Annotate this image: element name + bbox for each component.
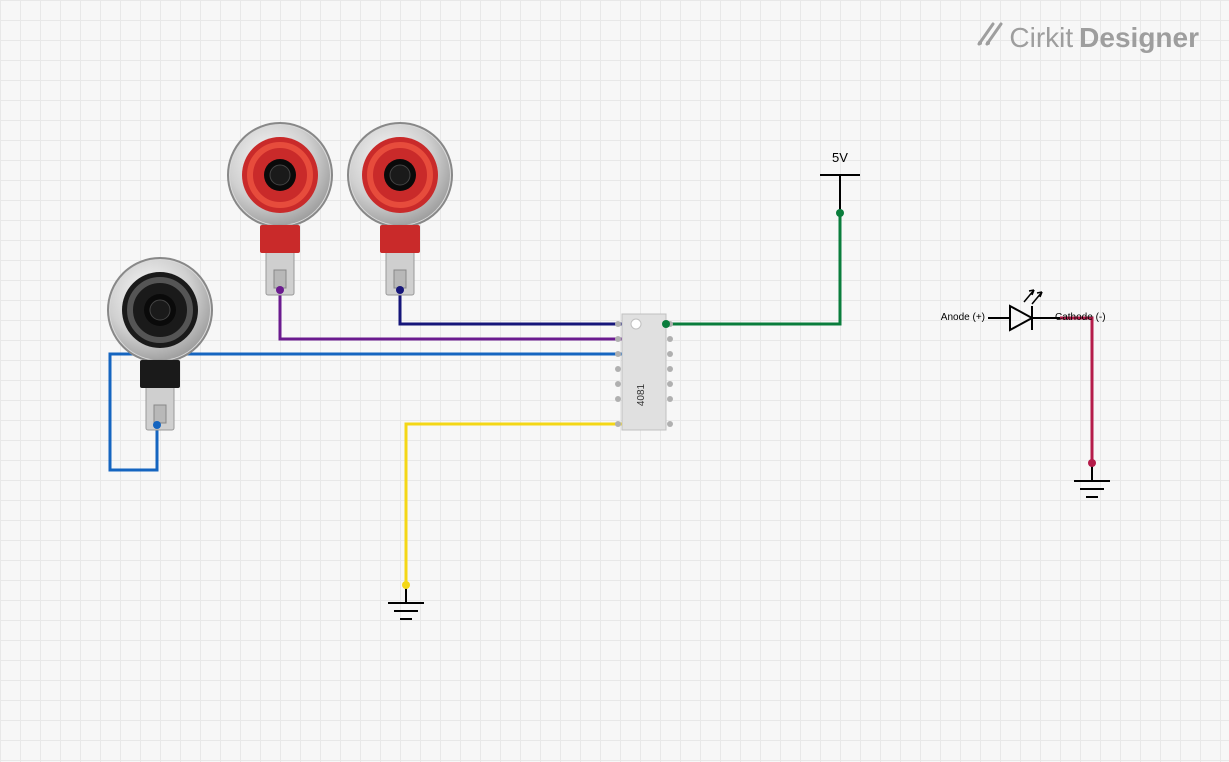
banana-jack-red-2[interactable] xyxy=(348,123,452,295)
banana-jack-black[interactable] xyxy=(108,258,212,430)
wire-purple-b[interactable] xyxy=(280,290,623,339)
app-logo: Cirkit Designer xyxy=(975,20,1199,55)
led-component[interactable]: Anode (+) Cathode (-) xyxy=(941,290,1106,330)
ic-label: 4081 xyxy=(636,383,647,406)
node xyxy=(153,421,161,429)
wire-blue-y[interactable] xyxy=(110,354,623,470)
node xyxy=(276,286,284,294)
logo-text-1: Cirkit xyxy=(1009,22,1073,54)
ground-symbol xyxy=(1074,463,1110,497)
wire-yellow-gnd[interactable] xyxy=(406,424,623,585)
wire-crimson-led-gnd[interactable] xyxy=(1060,318,1092,463)
logo-text-2: Designer xyxy=(1079,22,1199,54)
logo-icon xyxy=(975,20,1003,55)
banana-jack-red-1[interactable] xyxy=(228,123,332,295)
ic-4081[interactable]: 4081 xyxy=(615,314,673,430)
node xyxy=(396,286,404,294)
wire-navy-a[interactable] xyxy=(400,290,623,324)
node xyxy=(662,320,670,328)
node xyxy=(1088,459,1096,467)
wire-green-vdd[interactable] xyxy=(666,213,840,324)
anode-label: Anode (+) xyxy=(941,312,985,323)
node xyxy=(836,209,844,217)
cathode-label: Cathode (-) xyxy=(1055,312,1106,323)
wiring-layer: 5V Anode (+) Cathode (-) xyxy=(0,0,1229,762)
power-5v: 5V xyxy=(820,150,860,213)
power-label: 5V xyxy=(832,150,848,165)
circuit-canvas[interactable]: Cirkit Designer 5V Anode (+) Cathode (-) xyxy=(0,0,1229,762)
node xyxy=(402,581,410,589)
ground-symbol xyxy=(388,585,424,619)
